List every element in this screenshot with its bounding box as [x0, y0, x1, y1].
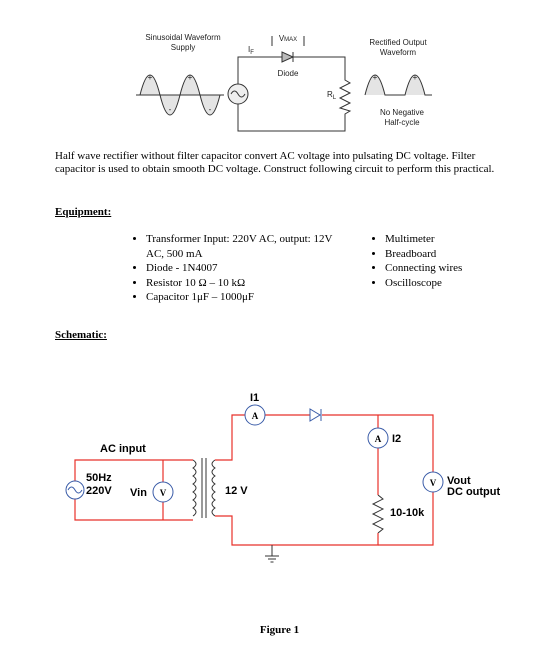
output-label: Rectified Output — [369, 38, 427, 47]
diode — [281, 51, 295, 63]
current-2: I2 — [392, 433, 401, 445]
source-label: Sinusoidal Waveform — [145, 33, 221, 42]
equipment-item: Oscilloscope — [385, 276, 535, 291]
plus: + — [413, 73, 418, 82]
ammeter — [244, 404, 266, 426]
intro: Half wave rectifier without filter capac… — [55, 150, 495, 175]
secondary-coil — [211, 459, 216, 517]
equipment-item: Capacitor 1μF – 1000μF — [146, 290, 336, 305]
source-label: Supply — [171, 43, 195, 52]
ac-symbol — [67, 486, 83, 494]
top-figure: Sinusoidal Waveform Supply + + - - VMAX … — [136, 33, 432, 132]
vin-label: Vin — [130, 487, 147, 499]
load-label: RL — [327, 90, 337, 101]
mains-voltage: 220V — [86, 485, 112, 497]
minus: - — [169, 105, 172, 114]
equipment-heading: Equipment: — [55, 206, 112, 218]
ammeter-symbol: A — [375, 434, 382, 444]
equipment-list: Transformer Input: 220V AC, output: 12V … — [128, 232, 336, 305]
equipment-item: Breadboard — [385, 247, 535, 262]
ammeter-symbol: A — [252, 411, 259, 421]
equipment-item: Resistor 10 Ω – 10 kΩ — [146, 276, 336, 291]
wire — [215, 515, 379, 546]
load-sub: L — [333, 95, 337, 101]
resistor — [371, 494, 385, 534]
schematic: V A A V AC input 50Hz 220V Vin 12 V I1 I… — [65, 392, 500, 563]
plus: + — [148, 73, 153, 82]
equipment-list: MultimeterBreadboardConnecting wiresOsci… — [367, 232, 535, 290]
vmax-v: V — [279, 34, 285, 43]
secondary-voltage: 12 V — [225, 485, 248, 497]
load: 10-10k — [390, 507, 425, 519]
equipment-item: Multimeter — [385, 232, 535, 247]
frequency: 50Hz — [86, 472, 112, 484]
ac-symbol — [230, 90, 246, 98]
voltmeter — [422, 471, 444, 493]
voltmeter-symbol: V — [430, 478, 437, 488]
rectified-wave — [364, 74, 432, 96]
load-r: R — [327, 90, 333, 99]
ac-input: AC input — [100, 443, 146, 455]
diode-label: Diode — [278, 69, 299, 78]
ammeter — [367, 427, 389, 449]
wire — [215, 414, 245, 461]
plus: + — [188, 73, 193, 82]
if-sub: F — [250, 50, 254, 56]
note: Half-cycle — [384, 118, 420, 127]
wire — [237, 56, 352, 132]
equipment-item: Connecting wires — [385, 261, 535, 276]
wire — [74, 459, 193, 481]
primary-coil — [192, 459, 197, 517]
dc-output: DC output — [447, 486, 500, 498]
voltmeter — [152, 481, 174, 503]
voltmeter-symbol: V — [160, 488, 167, 498]
caption: Figure 1 — [259, 624, 300, 636]
if-label: IF — [248, 45, 254, 56]
diode — [309, 408, 321, 422]
wire — [74, 499, 193, 521]
schematic-heading: Schematic: — [55, 329, 107, 341]
plus: + — [373, 73, 378, 82]
vmax-label: VMAX — [279, 34, 297, 43]
wire — [378, 492, 434, 546]
output-label: Waveform — [380, 48, 416, 57]
vmax-sub: MAX — [284, 37, 297, 43]
note: No Negative — [380, 108, 425, 117]
current-1: I1 — [250, 392, 259, 404]
equipment-item: Diode - 1N4007 — [146, 261, 336, 276]
minus: - — [209, 105, 212, 114]
wire — [322, 414, 434, 472]
equipment-item: Transformer Input: 220V AC, output: 12V … — [146, 232, 336, 261]
if-i: I — [248, 45, 250, 54]
vout: Vout — [447, 475, 471, 487]
